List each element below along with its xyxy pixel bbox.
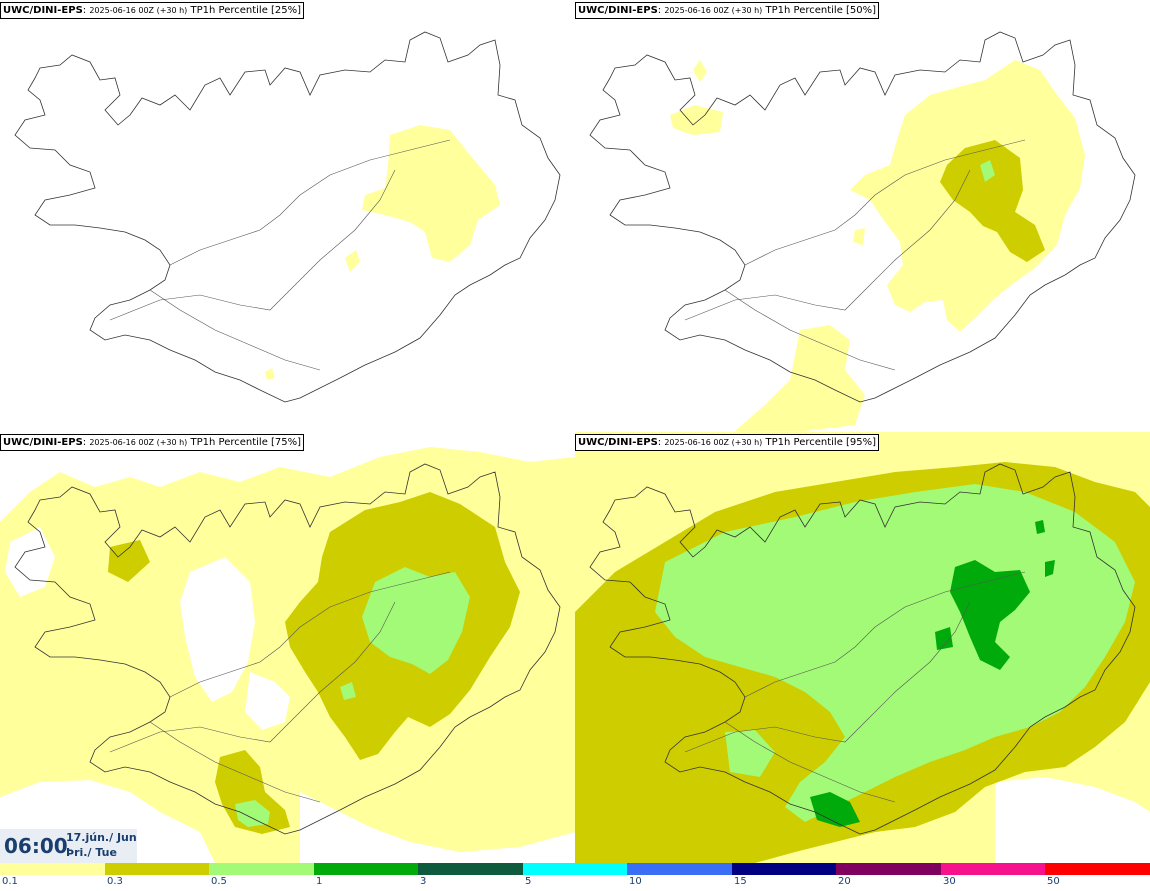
panel-title: UWC/DINI-EPS: 2025-06-16 00Z (+30 h) TP1… <box>0 2 305 19</box>
run-time: 2025-06-16 00Z (+30 h) <box>89 438 188 447</box>
precip-0.3-area <box>940 140 1045 262</box>
colorbar-swatch <box>940 863 1046 875</box>
road-network <box>684 139 1026 371</box>
precip-0.5-area <box>980 160 995 182</box>
map-p25 <box>14 31 561 403</box>
colorbar-swatch <box>522 863 628 875</box>
colorbar-swatches <box>0 863 1150 875</box>
model-name: UWC/DINI-EPS <box>3 5 83 16</box>
iceland-coastline <box>589 31 1136 403</box>
colorbar-swatch <box>731 863 837 875</box>
run-time: 2025-06-16 00Z (+30 h) <box>664 438 763 447</box>
colorbar-label: 1 <box>316 876 323 887</box>
colorbar-label: 3 <box>420 876 427 887</box>
precip-0.5-area <box>655 484 1135 822</box>
colorbar-swatch <box>104 863 210 875</box>
map-panel-p50: UWC/DINI-EPS: 2025-06-16 00Z (+30 h) TP1… <box>575 0 1150 431</box>
iceland-coastline <box>14 31 561 403</box>
no-precip-area <box>995 777 1150 863</box>
road-network <box>684 571 1026 803</box>
map-panel-p25: UWC/DINI-EPS: 2025-06-16 00Z (+30 h) TP1… <box>0 0 575 431</box>
field-name: TP1h Percentile [95%] <box>765 437 877 448</box>
panel-title: UWC/DINI-EPS: 2025-06-16 00Z (+30 h) TP1… <box>575 434 880 451</box>
map-panel-p95: UWC/DINI-EPS: 2025-06-16 00Z (+30 h) TP1… <box>575 432 1150 863</box>
colorbar-label: 20 <box>838 876 851 887</box>
colorbar-label: 10 <box>629 876 642 887</box>
precip-1-area <box>810 520 1055 827</box>
colorbar-label: 0.5 <box>211 876 227 887</box>
valid-date: 17.jún./ Jun <box>66 831 137 844</box>
colorbar-swatch <box>313 863 419 875</box>
precip-0.1-area <box>265 125 500 380</box>
colorbar-label: 30 <box>943 876 956 887</box>
colorbar-swatch <box>209 863 314 875</box>
precip-colorbar: 0.1 0.3 0.5 1 3 5 10 15 20 30 50 <box>0 863 1150 891</box>
no-precip-area <box>0 527 575 863</box>
iceland-coastline <box>589 463 1136 835</box>
field-name: TP1h Percentile [50%] <box>765 5 877 16</box>
map-p95 <box>575 432 1150 863</box>
run-time: 2025-06-16 00Z (+30 h) <box>89 6 188 15</box>
valid-time-box: 06:00 17.jún./ Jun Þri./ Tue <box>0 829 137 863</box>
road-network <box>109 571 451 803</box>
model-name: UWC/DINI-EPS <box>578 437 658 448</box>
colorbar-swatch <box>418 863 523 875</box>
colorbar-label: 0.3 <box>107 876 123 887</box>
iceland-coastline <box>14 463 561 835</box>
road-network <box>109 139 451 371</box>
map-p50 <box>589 31 1136 431</box>
colorbar-label: 5 <box>525 876 532 887</box>
colorbar-swatch <box>627 863 732 875</box>
map-panel-p75: UWC/DINI-EPS: 2025-06-16 00Z (+30 h) TP1… <box>0 432 575 863</box>
field-name: TP1h Percentile [25%] <box>190 5 302 16</box>
colorbar-labels: 0.1 0.3 0.5 1 3 5 10 15 20 30 50 <box>0 876 1150 891</box>
panel-title: UWC/DINI-EPS: 2025-06-16 00Z (+30 h) TP1… <box>575 2 880 19</box>
valid-hour: 06:00 <box>4 834 68 858</box>
map-p75 <box>0 447 575 863</box>
colorbar-label: 15 <box>734 876 747 887</box>
field-name: TP1h Percentile [75%] <box>190 437 302 448</box>
precip-0.5-area <box>235 567 470 827</box>
model-name: UWC/DINI-EPS <box>578 5 658 16</box>
colorbar-swatch <box>836 863 941 875</box>
model-name: UWC/DINI-EPS <box>3 437 83 448</box>
valid-weekday: Þri./ Tue <box>66 846 117 859</box>
colorbar-swatch <box>0 863 105 875</box>
run-time: 2025-06-16 00Z (+30 h) <box>664 6 763 15</box>
panel-title: UWC/DINI-EPS: 2025-06-16 00Z (+30 h) TP1… <box>0 434 305 451</box>
colorbar-label: 50 <box>1047 876 1060 887</box>
colorbar-label: 0.1 <box>2 876 18 887</box>
colorbar-swatch <box>1045 863 1150 875</box>
